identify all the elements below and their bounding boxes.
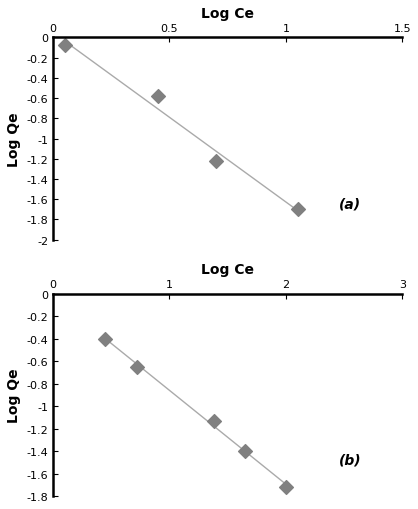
Point [155, 93, 161, 101]
Point [134, 363, 140, 371]
Text: (b): (b) [339, 453, 361, 467]
Point [61, 42, 68, 50]
X-axis label: Log Ce: Log Ce [201, 7, 254, 21]
Point [294, 206, 301, 214]
X-axis label: Log Ce: Log Ce [201, 263, 254, 277]
Point [210, 417, 217, 425]
Point [242, 447, 248, 455]
Text: (a): (a) [339, 197, 361, 211]
Point [213, 157, 219, 165]
Y-axis label: Log Qe: Log Qe [7, 112, 21, 166]
Point [102, 335, 109, 343]
Y-axis label: Log Qe: Log Qe [7, 368, 21, 422]
Point [283, 483, 289, 491]
